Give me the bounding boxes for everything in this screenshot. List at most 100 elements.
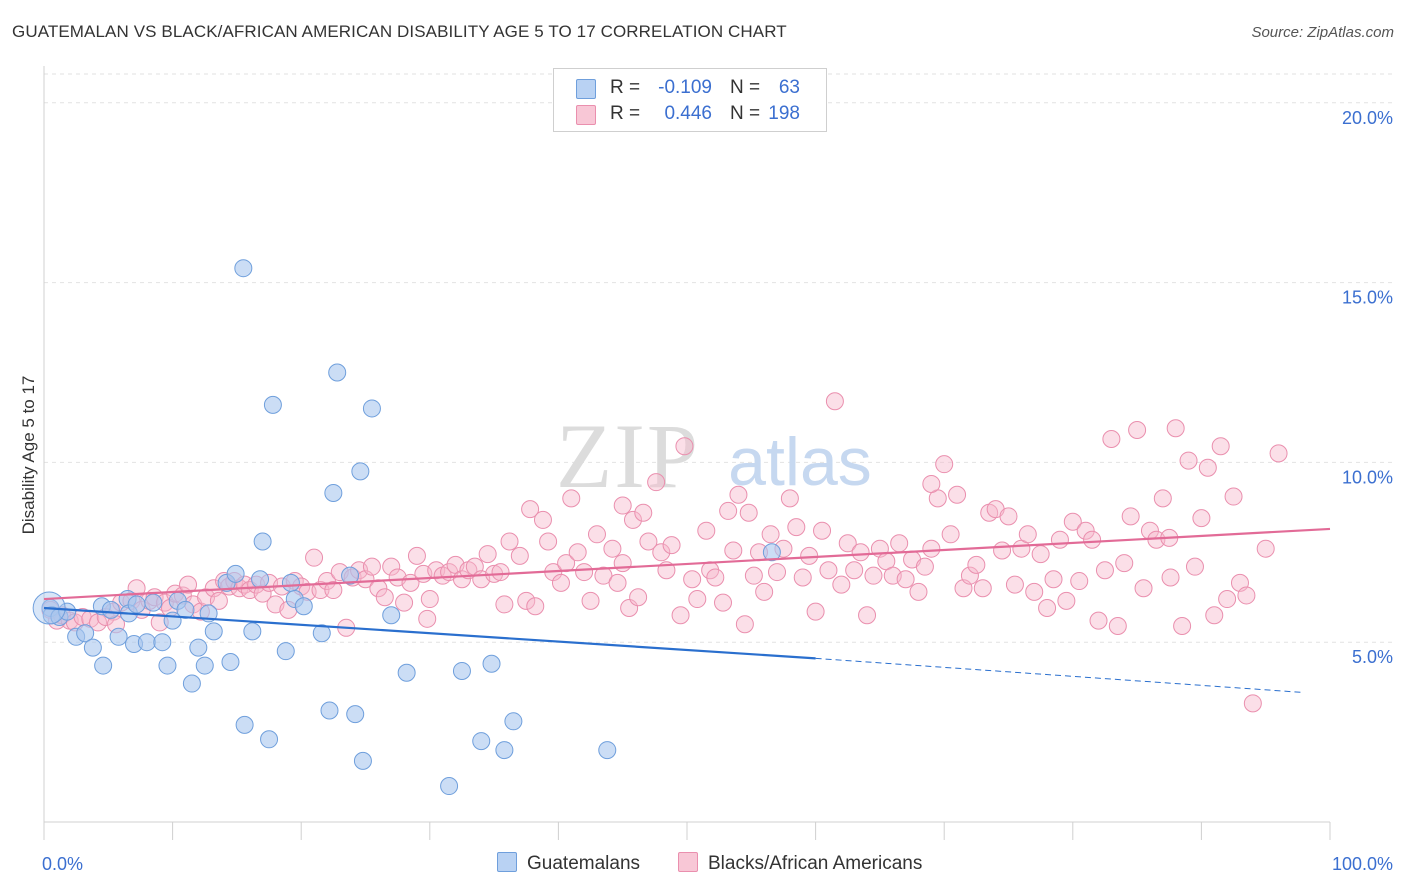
data-point-guatemalan [153, 633, 172, 652]
data-point-black [755, 582, 774, 601]
data-point-black [1237, 586, 1256, 605]
data-point-black [1121, 507, 1140, 526]
data-point-black [1161, 568, 1180, 587]
data-point-black [568, 543, 587, 562]
data-point-black [915, 557, 934, 576]
data-point-guatemalan [137, 633, 156, 652]
data-point-black [922, 539, 941, 558]
data-point-black [581, 591, 600, 610]
data-point-black [500, 532, 519, 551]
x-tick-label-right: 100.0% [1332, 854, 1393, 874]
data-point-black [1269, 444, 1288, 463]
guatemalan-series-points [32, 259, 781, 796]
data-point-black [662, 536, 681, 555]
bottom-legend-label-black: Blacks/African Americans [708, 853, 923, 874]
data-point-guatemalan [495, 741, 514, 760]
data-point-black [724, 541, 743, 560]
data-point-black [382, 557, 401, 576]
data-point-black [623, 510, 642, 529]
legend-r-value-black: 0.446 [664, 103, 712, 124]
data-point-black [1128, 421, 1147, 440]
data-point-black [858, 606, 877, 625]
x-tick-label-left: 0.0% [42, 854, 83, 874]
data-point-black [948, 485, 967, 504]
data-point-black [768, 563, 787, 582]
data-point-black [1083, 530, 1102, 549]
data-point-black [706, 568, 725, 587]
data-point-black [1205, 606, 1224, 625]
axes [43, 66, 1331, 840]
legend-row-black: R = 0.446 N = 198 [554, 101, 826, 127]
data-point-black [1243, 694, 1262, 713]
data-point-black [521, 500, 540, 519]
legend-r-value-guatemalan: -0.109 [658, 77, 712, 98]
data-point-guatemalan [127, 595, 146, 614]
legend-swatch-blue [576, 79, 596, 99]
data-point-black [420, 590, 439, 609]
trend-line-guatemalan [43, 606, 816, 660]
data-point-guatemalan [440, 777, 459, 796]
trend-lines [43, 527, 1331, 694]
data-point-black [671, 606, 690, 625]
data-point-guatemalan [397, 663, 416, 682]
data-point-guatemalan [598, 741, 617, 760]
data-point-black [613, 496, 632, 515]
data-point-guatemalan [204, 622, 223, 641]
data-point-black [305, 548, 324, 567]
data-point-guatemalan [281, 573, 300, 592]
data-point-guatemalan [362, 399, 381, 418]
data-point-guatemalan [472, 732, 491, 751]
data-point-black [539, 532, 558, 551]
data-point-black [1095, 561, 1114, 580]
data-point-black [1134, 579, 1153, 598]
data-point-black [1018, 525, 1037, 544]
data-point-black [209, 591, 228, 610]
data-point-black [973, 579, 992, 598]
data-point-black [922, 474, 941, 493]
y-tick-label: 10.0% [1342, 467, 1393, 487]
data-point-guatemalan [195, 656, 214, 675]
data-point-black [729, 485, 748, 504]
data-point-black [491, 563, 510, 582]
data-point-black [1173, 617, 1192, 636]
data-point-guatemalan [189, 638, 208, 657]
data-point-black [1153, 489, 1172, 508]
data-point-guatemalan [353, 751, 372, 770]
data-point-black [418, 609, 437, 628]
watermark: ZIP atlas [556, 405, 872, 507]
data-point-black [864, 566, 883, 585]
data-point-black [744, 566, 763, 585]
data-point-black [517, 591, 536, 610]
data-point-black [629, 588, 648, 607]
data-point-guatemalan [482, 654, 501, 673]
data-point-guatemalan [341, 566, 360, 585]
data-point-black [1089, 611, 1108, 630]
data-point-black [533, 510, 552, 529]
data-point-black [838, 534, 857, 553]
y-axis-label: Disability Age 5 to 17 [19, 376, 38, 535]
data-point-black [813, 521, 832, 540]
data-point-black [1005, 575, 1024, 594]
data-point-black [806, 602, 825, 621]
data-point-black [1198, 458, 1217, 477]
data-point-black [960, 566, 979, 585]
watermark-zip: ZIP [556, 405, 700, 507]
bottom-legend-black: Blacks/African Americans [678, 852, 922, 875]
data-point-black [993, 541, 1012, 560]
legend-r-label: R = [610, 103, 641, 124]
data-point-black [594, 566, 613, 585]
grid-lines [44, 73, 1394, 643]
data-point-black [647, 473, 666, 492]
data-point-black [1038, 599, 1057, 618]
data-point-guatemalan [109, 627, 128, 646]
data-point-guatemalan [762, 543, 781, 562]
data-point-black [495, 595, 514, 614]
data-point-black [526, 597, 545, 616]
data-point-guatemalan [351, 462, 370, 481]
data-point-guatemalan [382, 606, 401, 625]
data-point-guatemalan [294, 597, 313, 616]
trend-line-black [43, 527, 1331, 601]
data-point-guatemalan [76, 624, 95, 643]
data-point-black [179, 575, 198, 594]
y-tick-label: 15.0% [1342, 288, 1393, 308]
